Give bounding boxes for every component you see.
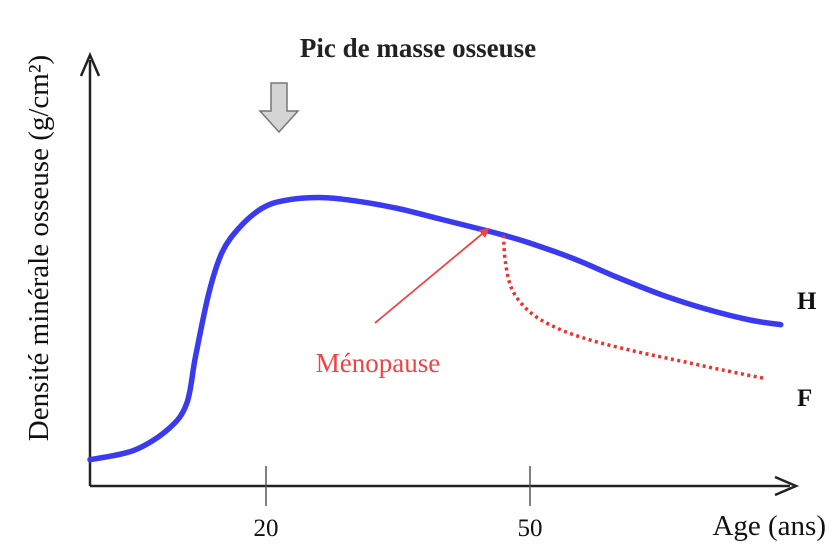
y-axis-arrowhead (79, 51, 101, 77)
menopause-arrow (374, 227, 490, 324)
series-label-f: F (797, 385, 812, 412)
peak-annotation-label: Pic de masse osseuse (300, 33, 536, 63)
series-line-h (87, 194, 784, 463)
x-tick-label: 50 (518, 515, 543, 542)
x-tick-group: 20 50 (254, 466, 543, 542)
down-arrow-icon (258, 82, 300, 134)
menopause-label: Ménopause (316, 348, 440, 378)
series-label-h: H (797, 288, 817, 315)
x-tick-label: 20 (254, 515, 279, 542)
y-axis-label: Densité minérale osseuse (g/cm²) (23, 55, 55, 441)
x-axis-arrowhead (774, 475, 800, 497)
series-line-f (501, 235, 764, 380)
axes (79, 51, 800, 497)
x-axis-label: Age (ans) (712, 510, 826, 542)
